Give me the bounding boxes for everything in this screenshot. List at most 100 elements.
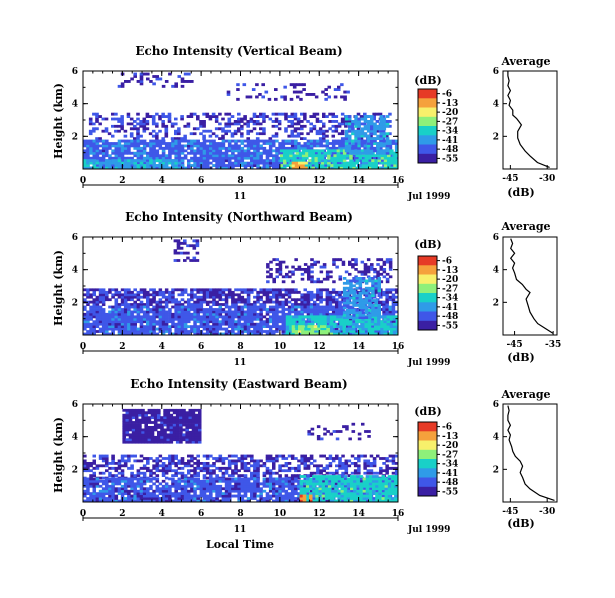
heatmap-cell [313,142,317,145]
heatmap-cell [231,325,235,328]
heatmap-cell [298,332,302,336]
heatmap-cell [177,308,182,311]
heatmap-cell [349,311,353,315]
heatmap-cell [125,426,130,429]
heatmap-cell [243,322,248,326]
heatmap-cell [180,117,184,121]
heatmap-cell [117,327,122,331]
heatmap-cell [385,288,389,292]
heatmap-cell [382,268,387,271]
heatmap-cell [363,270,368,274]
heatmap-cell [261,95,265,99]
heatmap-cell [221,290,226,294]
heatmap-cell [268,317,273,321]
heatmap-cell [333,95,338,99]
x-tick-label: 8 [237,176,243,186]
heatmap-cell [298,164,302,167]
heatmap-cell [92,127,96,131]
heatmap-cell [349,301,353,305]
heatmap-cell [281,295,286,299]
heatmap-cell [114,144,119,148]
heatmap-cell [205,146,210,150]
heatmap-cell [168,310,172,314]
heatmap-cell [293,127,298,131]
heatmap-cell [227,325,232,328]
heatmap-cell [98,288,103,292]
heatmap-cell [133,315,137,319]
heatmap-cell [331,290,336,294]
heatmap-cell [120,151,125,155]
heatmap-cell [382,270,387,274]
heatmap-cell [168,156,172,160]
heatmap-cell [108,474,112,477]
heatmap-cell [209,288,213,292]
heatmap-cell [155,166,160,170]
heatmap-cell [246,322,251,326]
heatmap-cell [95,322,100,326]
heatmap-cell [272,308,276,311]
heatmap-cell [237,298,241,302]
heatmap-cell [193,142,197,145]
heatmap-cell [114,154,119,158]
heatmap-cell [366,115,371,118]
heatmap-cell [95,320,100,324]
heatmap-cell [325,310,330,314]
heatmap-cell [179,251,184,255]
heatmap-cell [98,457,103,460]
heatmap-cell [161,317,166,321]
heatmap-cell [139,80,144,83]
heatmap-cell [98,471,103,475]
heatmap-cell [169,413,174,417]
heatmap-cell [332,430,337,433]
heatmap-cell [92,300,96,304]
heatmap-cell [199,122,203,126]
heatmap-cell [342,330,347,333]
heatmap-cell [309,142,314,145]
heatmap-cell [101,317,106,321]
heatmap-cell [89,330,93,333]
heatmap-cell [149,142,153,145]
heatmap-cell [281,308,286,311]
heatmap-cell [370,315,375,319]
heatmap-cell [133,303,137,306]
heatmap-cell [199,144,204,148]
heatmap-cell [259,132,263,136]
heatmap-cell [224,166,229,170]
heatmap-cell [255,83,259,87]
heatmap-cell [120,144,125,148]
heatmap-cell [346,316,350,319]
heatmap-cell [290,142,295,145]
heatmap-cell [262,149,267,153]
heatmap-cell [300,308,304,311]
heatmap-cell [86,295,90,299]
heatmap-cell [243,156,248,160]
heatmap-cell [194,413,199,417]
heatmap-cell [139,72,144,76]
heatmap-cell [396,322,399,326]
heatmap-cell [101,457,106,460]
heatmap-cell [284,298,289,302]
colorbar-tick-label: -41 [442,303,458,313]
heatmap-cell [120,293,125,297]
heatmap-cell [138,413,142,417]
heatmap-cell [306,312,311,316]
heatmap-cell [376,124,380,128]
heatmap-cell [136,164,141,167]
heatmap-cell [221,327,226,331]
heatmap-cell [215,166,219,170]
heatmap-cell [224,288,229,292]
heatmap-cell [301,159,306,163]
heatmap-cell [346,161,350,165]
heatmap-cell [234,293,238,297]
heatmap-cell [352,296,356,300]
heatmap-cell [394,139,399,143]
heatmap-cell [333,156,337,160]
heatmap-cell [334,124,339,128]
heatmap-cell [309,144,314,148]
heatmap-cell [127,144,131,148]
heatmap-cell [188,416,193,419]
heatmap-cell [114,149,119,153]
heatmap-cell [111,312,115,316]
heatmap-cell [218,122,222,126]
heatmap-cell [382,122,387,126]
